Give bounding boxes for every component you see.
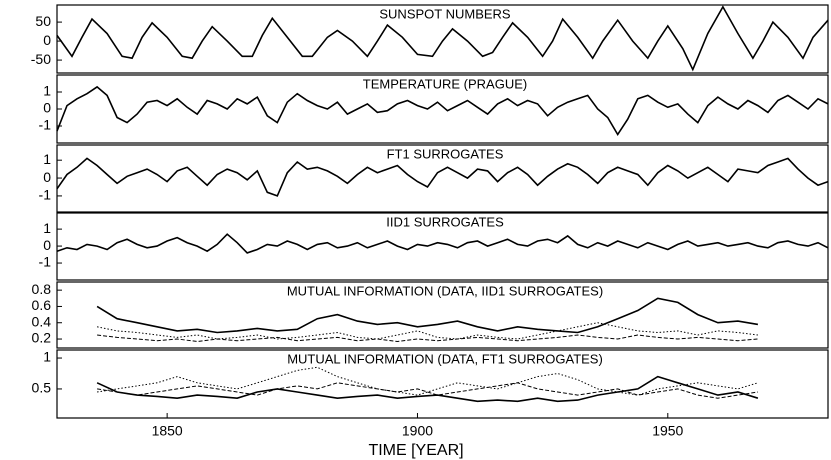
y-tick-label: 0 <box>43 100 51 116</box>
x-tick-label: 1950 <box>652 423 683 439</box>
y-tick-label: -50 <box>31 51 51 67</box>
panel-title: MUTUAL INFORMATION (DATA, FT1 SURROGATES… <box>287 351 603 366</box>
x-tick-label: 1900 <box>402 423 433 439</box>
panel-frame <box>56 349 829 419</box>
panel-title: FT1 SURROGATES <box>387 146 504 161</box>
y-tick-label: 0 <box>43 237 51 253</box>
y-tick-label: 0.2 <box>32 330 52 346</box>
y-tick-label: 1 <box>43 83 51 99</box>
y-tick-label: 50 <box>35 13 51 29</box>
panel-title: IID1 SURROGATES <box>386 214 504 229</box>
series-line <box>96 297 759 334</box>
panel-title: TEMPERATURE (PRAGUE) <box>363 76 527 91</box>
y-tick-label: 1 <box>43 349 51 365</box>
series-line <box>97 382 758 399</box>
y-tick-label: 1 <box>43 220 51 236</box>
x-axis-label: TIME [YEAR] <box>368 442 463 459</box>
y-tick-label: -1 <box>39 254 52 270</box>
series-line <box>96 375 759 403</box>
y-tick-label: 0.4 <box>32 313 52 329</box>
x-tick-label: 1850 <box>152 423 183 439</box>
panel-title: SUNSPOT NUMBERS <box>379 6 511 21</box>
series-line <box>97 334 758 343</box>
y-tick-label: -1 <box>39 187 52 203</box>
panel-frame <box>56 4 829 74</box>
y-tick-label: 0.6 <box>32 297 52 313</box>
series-line <box>56 5 829 72</box>
series-line <box>56 233 829 254</box>
series-line <box>56 157 829 197</box>
series-line <box>97 366 759 396</box>
series-line <box>56 85 829 137</box>
y-tick-label: 0.5 <box>32 380 52 396</box>
y-tick-label: 0 <box>43 169 51 185</box>
y-tick-label: 0.8 <box>32 281 52 297</box>
y-tick-label: -1 <box>39 117 52 133</box>
y-tick-label: 0 <box>43 32 51 48</box>
panel-frame <box>56 281 829 349</box>
panel-title: MUTUAL INFORMATION (DATA, IID1 SURROGATE… <box>287 283 603 298</box>
y-tick-label: 1 <box>43 151 51 167</box>
